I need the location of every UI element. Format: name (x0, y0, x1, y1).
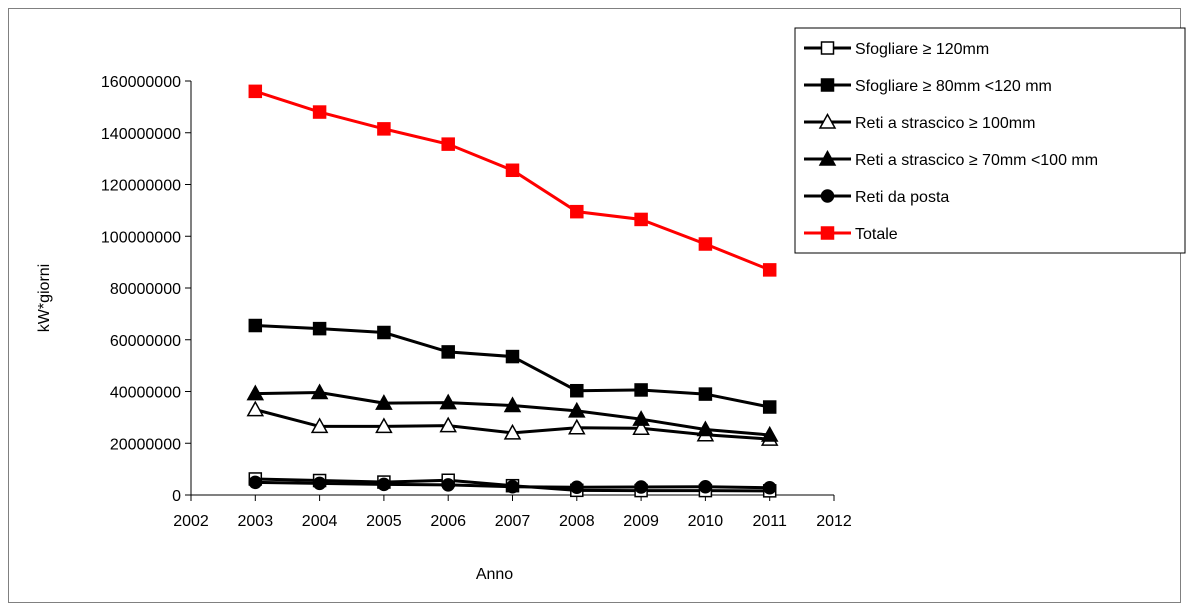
legend-marker (820, 226, 835, 240)
x-tick-label: 2010 (688, 513, 724, 530)
data-point (439, 416, 457, 433)
x-axis-title: Anno (476, 566, 513, 583)
y-tick-label: 20000000 (110, 436, 181, 453)
series-layer (246, 84, 779, 498)
data-point (312, 321, 327, 336)
legend-label: Sfogliare ≥ 80mm <120 mm (855, 78, 1052, 95)
data-point (760, 425, 779, 442)
legend-item: Totale (804, 226, 898, 243)
legend-item: Sfogliare ≥ 120mm (804, 41, 989, 58)
legend-marker (820, 78, 835, 92)
legend-marker (820, 41, 835, 55)
legend-label: Reti a strascico ≥ 70mm <100 mm (855, 152, 1098, 169)
data-point (634, 480, 648, 494)
data-point (377, 122, 391, 136)
series-line (254, 89, 771, 272)
data-point (248, 318, 263, 333)
data-point (377, 325, 391, 340)
data-point (441, 137, 455, 151)
y-tick-label: 40000000 (110, 385, 181, 402)
series-2 (246, 400, 779, 446)
data-point (568, 418, 586, 435)
legend-box (794, 27, 1186, 254)
legend-item: Reti a strascico ≥ 100mm (804, 112, 1035, 132)
series-5 (248, 84, 777, 277)
axes: 0 20000000 40000000 60000000 80000000 1000000… (101, 74, 852, 530)
data-point (698, 479, 713, 494)
data-point (441, 478, 455, 492)
legend-marker (818, 149, 837, 166)
data-point (312, 476, 327, 491)
data-point (698, 237, 713, 251)
data-point (503, 396, 522, 413)
legend-marker (820, 189, 835, 203)
x-tick-label: 2006 (430, 513, 466, 530)
legend-marker (818, 112, 837, 129)
data-point (762, 481, 777, 495)
data-point (310, 417, 329, 434)
y-tick-label: 120000000 (101, 178, 181, 195)
data-point (248, 84, 263, 99)
series-4 (248, 475, 777, 495)
x-tick-label: 2008 (559, 513, 595, 530)
data-point (570, 204, 584, 219)
data-point (570, 383, 584, 398)
y-tick-label: 0 (172, 488, 181, 505)
legend-label: Sfogliare ≥ 120mm (855, 41, 989, 58)
data-point (698, 387, 713, 401)
data-point (505, 163, 520, 178)
legend-label: Reti a strascico ≥ 100mm (855, 115, 1035, 132)
data-point (505, 479, 520, 494)
y-tick-label: 60000000 (110, 333, 181, 350)
x-tick-label: 2005 (366, 513, 402, 530)
data-point (439, 393, 457, 410)
data-point (375, 394, 393, 410)
legend-item: Sfogliare ≥ 80mm <120 mm (804, 78, 1052, 95)
data-point (696, 420, 715, 437)
data-point (505, 349, 520, 364)
data-point (634, 383, 648, 397)
legend-label: Totale (855, 226, 898, 243)
data-point (632, 410, 650, 426)
data-point (246, 400, 265, 417)
x-tick-label: 2012 (816, 513, 852, 530)
y-tick-label: 160000000 (101, 74, 181, 91)
data-point (441, 345, 455, 359)
data-point (762, 263, 777, 277)
legend: Sfogliare ≥ 120mm Sfogliare ≥ 80mm <120 m… (794, 27, 1186, 254)
data-point (310, 383, 329, 400)
y-tick-label: 100000000 (101, 229, 181, 246)
data-point (248, 475, 263, 490)
data-point (632, 419, 650, 435)
data-point (568, 401, 586, 418)
x-tick-label: 2009 (623, 513, 659, 530)
x-tick-label: 2011 (752, 513, 787, 530)
data-point (570, 480, 584, 494)
x-tick-label: 2007 (495, 513, 531, 530)
data-point (762, 400, 777, 414)
legend-label: Reti da posta (855, 189, 949, 206)
data-point (375, 417, 393, 434)
y-axis-title: kW*giorni (36, 264, 53, 332)
x-tick-label: 2003 (238, 513, 274, 530)
legend-item: Reti da posta (804, 189, 949, 206)
series-3 (246, 383, 779, 442)
y-tick-label: 140000000 (101, 126, 181, 143)
legend-item: Reti a strascico ≥ 70mm <100 mm (804, 149, 1098, 169)
data-point (377, 477, 391, 492)
series-1 (248, 318, 777, 414)
x-tick-label: 2002 (173, 513, 209, 530)
x-tick-label: 2004 (302, 513, 338, 530)
y-tick-label: 80000000 (110, 281, 181, 298)
data-point (634, 212, 648, 227)
data-point (503, 423, 522, 440)
data-point (312, 105, 327, 119)
data-point (246, 384, 265, 401)
